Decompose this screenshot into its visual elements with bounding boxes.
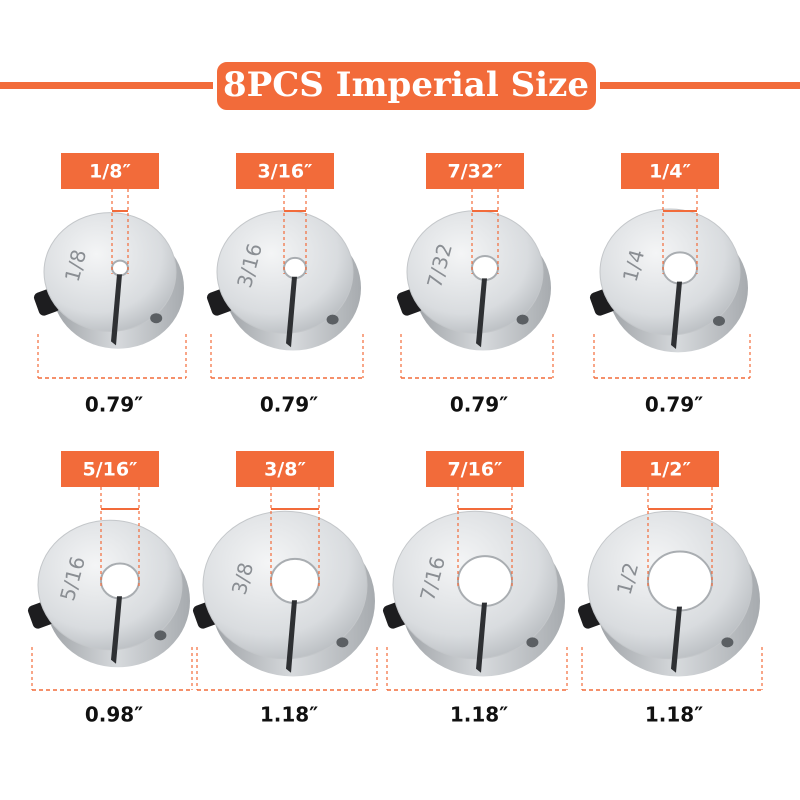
tapped-hole [154,630,167,641]
outer-label: 0.79″ [450,393,508,417]
slit [671,606,682,673]
bore-box [236,451,334,487]
tapped-hole [326,314,339,325]
bore-box [621,153,719,189]
bore-hole [457,555,513,607]
bore-box [621,451,719,487]
tapped-hole [721,637,734,648]
slit [111,596,122,664]
slit [476,602,487,673]
tapped-hole [150,313,163,324]
outer-label: 0.79″ [85,393,143,417]
collar-face [43,212,177,332]
bore-box [426,153,524,189]
bore-label: 1/4″ [649,161,691,183]
bore-label: 3/16″ [257,161,313,183]
slit [671,281,682,349]
outer-label: 0.98″ [85,703,143,727]
outer-label: 1.18″ [260,703,318,727]
bore-label: 7/16″ [447,459,503,481]
bore-label: 5/16″ [82,459,138,481]
bore-hole [270,557,320,605]
slit [476,278,487,348]
bore-hole [100,562,140,600]
title-pill [213,58,600,114]
bore-hole [662,251,698,285]
bore-label: 3/8″ [264,459,306,481]
slit [111,274,122,346]
slit [286,276,297,348]
tapped-hole [713,316,725,326]
outer-label: 1.18″ [450,703,508,727]
outer-label: 0.79″ [645,393,703,417]
items: 1/81/8″0.79″3/163/16″0.79″7/327/32″0.79″… [27,153,763,727]
bore-box [426,451,524,487]
bore-label: 1/8″ [89,161,131,183]
tapped-hole [516,314,529,325]
bore-box [61,451,159,487]
bore-box [236,153,334,189]
bore-label: 7/32″ [447,161,503,183]
bore-hole [471,255,499,281]
tapped-hole [526,637,539,648]
tapped-hole [336,637,349,648]
outer-label: 1.18″ [645,703,703,727]
bore-box [61,153,159,189]
title: 8PCS Imperial Size [223,65,589,105]
outer-label: 0.79″ [260,393,318,417]
bore-hole [283,256,307,280]
bore-hole [111,259,129,277]
bore-label: 1/2″ [649,459,691,481]
bore-hole [647,550,713,612]
slit [286,600,297,673]
